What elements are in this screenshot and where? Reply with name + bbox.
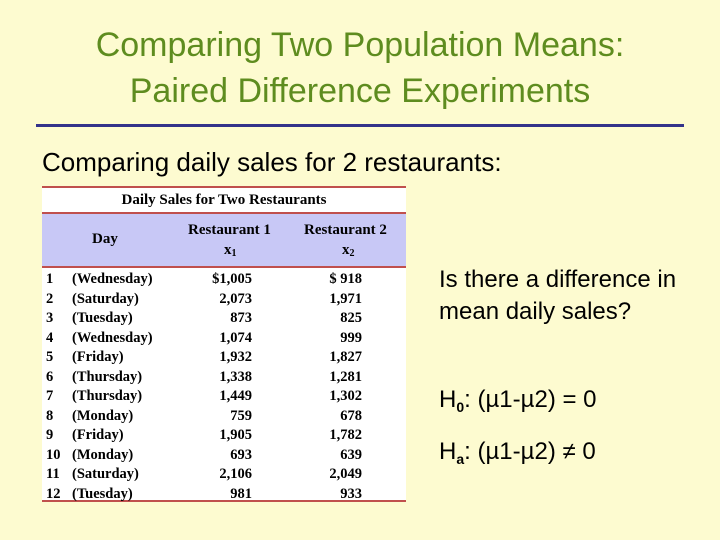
row-day: (Tuesday) bbox=[72, 310, 133, 326]
row-day: (Wednesday) bbox=[72, 329, 153, 346]
row-restaurant-2: 1,302 bbox=[329, 388, 362, 404]
row-number: 9 bbox=[46, 427, 54, 443]
row-restaurant-1: $1,005 bbox=[212, 271, 252, 287]
row-day: (Friday) bbox=[72, 349, 124, 365]
row-restaurant-2: $ 918 bbox=[329, 271, 362, 287]
row-day: (Saturday) bbox=[72, 466, 139, 482]
row-restaurant-1: 1,932 bbox=[219, 349, 252, 365]
row-day: (Tuesday) bbox=[72, 485, 133, 502]
row-restaurant-1: 1,338 bbox=[219, 368, 252, 385]
table-row: 2 (Saturday) 2,073 1,971 bbox=[42, 290, 406, 310]
table-header: Day Restaurant 1 Restaurant 2 x1 x2 bbox=[42, 214, 406, 268]
null-hypothesis: H0: (µ1-µ2) = 0 bbox=[439, 386, 597, 415]
row-number: 12 bbox=[46, 485, 61, 502]
table-row: 12 (Tuesday) 981 933 bbox=[42, 485, 406, 505]
header-x2: x2 bbox=[342, 242, 355, 259]
row-number: 11 bbox=[46, 466, 60, 482]
header-restaurant-2: Restaurant 2 bbox=[304, 222, 387, 238]
row-restaurant-2: 1,281 bbox=[329, 368, 362, 385]
row-number: 10 bbox=[46, 446, 61, 463]
row-number: 6 bbox=[46, 368, 54, 385]
title-line-1: Comparing Two Population Means: bbox=[95, 26, 625, 64]
row-restaurant-2: 825 bbox=[340, 310, 362, 326]
table-row: 11 (Saturday) 2,106 2,049 bbox=[42, 465, 406, 485]
row-day: (Thursday) bbox=[72, 388, 143, 404]
row-restaurant-1: 1,074 bbox=[219, 329, 252, 346]
row-day: (Monday) bbox=[72, 446, 134, 463]
table-row: 8 (Monday) 759 678 bbox=[42, 407, 406, 427]
header-x1-sub: 1 bbox=[231, 248, 237, 259]
row-number: 8 bbox=[46, 407, 54, 424]
row-number: 4 bbox=[46, 329, 54, 346]
row-restaurant-2: 1,782 bbox=[329, 427, 362, 443]
alternative-hypothesis-letter: H bbox=[439, 438, 457, 465]
row-restaurant-2: 999 bbox=[340, 329, 362, 346]
table-row: 9 (Friday) 1,905 1,782 bbox=[42, 426, 406, 446]
title-line-2: Paired Difference Experiments bbox=[129, 72, 591, 110]
row-restaurant-1: 981 bbox=[230, 485, 252, 502]
header-restaurant-1: Restaurant 1 bbox=[188, 222, 271, 238]
row-restaurant-1: 693 bbox=[230, 446, 252, 463]
row-number: 1 bbox=[46, 271, 54, 287]
null-hypothesis-subscript: 0 bbox=[456, 399, 465, 415]
row-restaurant-1: 1,449 bbox=[219, 388, 252, 404]
sales-table: Daily Sales for Two Restaurants Day Rest… bbox=[42, 186, 406, 502]
header-x2-sub: 2 bbox=[349, 248, 355, 259]
row-restaurant-1: 1,905 bbox=[219, 427, 252, 443]
row-restaurant-1: 759 bbox=[230, 407, 252, 424]
slide-title: Comparing Two Population Means: Paired D… bbox=[0, 22, 720, 114]
title-divider bbox=[36, 124, 684, 127]
table-row: 5 (Friday) 1,932 1,827 bbox=[42, 348, 406, 368]
row-day: (Thursday) bbox=[72, 368, 143, 385]
slide-subtitle: Comparing daily sales for 2 restaurants: bbox=[42, 147, 502, 177]
header-x1: x1 bbox=[224, 242, 237, 259]
header-x2-var: x bbox=[342, 242, 350, 258]
null-hypothesis-letter: H bbox=[439, 386, 457, 413]
table-row: 7 (Thursday) 1,449 1,302 bbox=[42, 387, 406, 407]
row-restaurant-2: 1,827 bbox=[329, 349, 362, 365]
table-row: 10 (Monday) 693 639 bbox=[42, 446, 406, 466]
alternative-hypothesis-expression: : (µ1-µ2) ≠ 0 bbox=[464, 438, 596, 465]
row-number: 7 bbox=[46, 388, 54, 404]
table-row: 4 (Wednesday) 1,074 999 bbox=[42, 329, 406, 349]
row-restaurant-2: 1,971 bbox=[329, 290, 362, 307]
question-text: Is there a difference in mean daily sale… bbox=[439, 266, 677, 325]
row-number: 5 bbox=[46, 349, 54, 365]
row-restaurant-1: 2,106 bbox=[219, 466, 252, 482]
row-restaurant-2: 678 bbox=[340, 407, 362, 424]
alternative-hypothesis: Ha: (µ1-µ2) ≠ 0 bbox=[439, 438, 596, 467]
table-row: 3 (Tuesday) 873 825 bbox=[42, 309, 406, 329]
row-restaurant-2: 933 bbox=[340, 485, 362, 502]
header-x1-var: x bbox=[224, 242, 232, 258]
null-hypothesis-expression: : (µ1-µ2) = 0 bbox=[464, 386, 597, 413]
row-number: 3 bbox=[46, 310, 54, 326]
header-day: Day bbox=[92, 231, 118, 247]
table-row: 1 (Wednesday) $1,005 $ 918 bbox=[42, 270, 406, 290]
row-restaurant-1: 2,073 bbox=[219, 290, 252, 307]
table-body: 1 (Wednesday) $1,005 $ 918 2 (Saturday) 2,073… bbox=[42, 268, 406, 504]
alternative-hypothesis-subscript: a bbox=[456, 451, 465, 467]
row-restaurant-1: 873 bbox=[230, 310, 252, 326]
row-day: (Saturday) bbox=[72, 290, 139, 307]
table-row: 6 (Thursday) 1,338 1,281 bbox=[42, 368, 406, 388]
row-day: (Wednesday) bbox=[72, 271, 153, 287]
row-restaurant-2: 639 bbox=[340, 446, 362, 463]
row-day: (Monday) bbox=[72, 407, 134, 424]
row-number: 2 bbox=[46, 290, 54, 307]
row-day: (Friday) bbox=[72, 427, 124, 443]
row-restaurant-2: 2,049 bbox=[329, 466, 362, 482]
table-title: Daily Sales for Two Restaurants bbox=[42, 188, 406, 214]
